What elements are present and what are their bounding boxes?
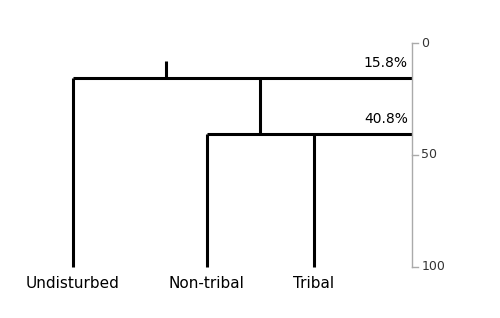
Text: 50: 50	[422, 149, 438, 162]
Text: Tribal: Tribal	[294, 276, 335, 291]
Text: 40.8%: 40.8%	[364, 112, 408, 126]
Text: Non-tribal: Non-tribal	[169, 276, 244, 291]
Text: 15.8%: 15.8%	[364, 56, 408, 70]
Text: Undisturbed: Undisturbed	[26, 276, 120, 291]
Text: 0: 0	[422, 37, 430, 50]
Text: 100: 100	[422, 260, 445, 273]
